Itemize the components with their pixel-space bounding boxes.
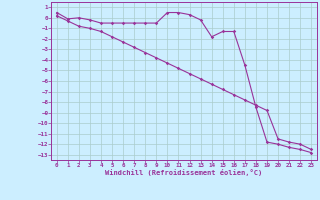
X-axis label: Windchill (Refroidissement éolien,°C): Windchill (Refroidissement éolien,°C)	[105, 169, 263, 176]
